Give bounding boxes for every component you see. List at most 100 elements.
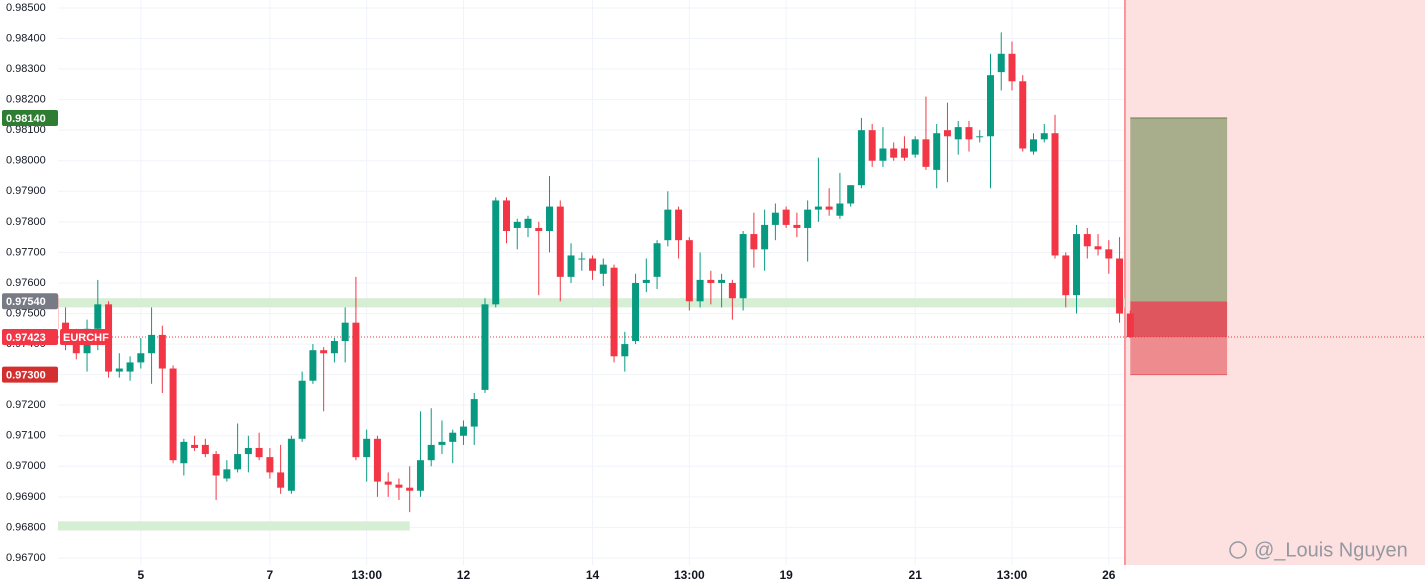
price-badge-label: 0.97423 xyxy=(6,332,46,344)
candle-body xyxy=(1083,234,1091,247)
candle-body xyxy=(58,295,59,329)
candle-body xyxy=(621,344,629,357)
candle-body xyxy=(642,279,650,283)
candle-body xyxy=(384,481,392,485)
zone xyxy=(58,298,1125,308)
candle-body xyxy=(728,282,736,299)
candle-body xyxy=(610,267,618,357)
candle-body xyxy=(470,399,478,427)
candle-body xyxy=(943,130,951,137)
y-tick-label: 0.96800 xyxy=(6,521,46,533)
price-badge xyxy=(2,329,58,346)
price-badge-label: 0.98140 xyxy=(6,113,46,125)
candle-body xyxy=(696,279,704,302)
candle-body xyxy=(298,380,306,439)
price-badge xyxy=(2,109,58,126)
candle-body xyxy=(567,255,575,277)
candle-body xyxy=(330,341,338,354)
candle-body xyxy=(1008,53,1016,82)
candle-body xyxy=(1019,81,1027,149)
candle-body xyxy=(836,203,844,216)
candle-body xyxy=(255,447,263,458)
y-tick-label: 0.97000 xyxy=(6,460,46,472)
candle-body xyxy=(782,209,790,225)
symbol-label: EURCHF xyxy=(63,332,109,344)
candle-body xyxy=(879,148,887,161)
candle-body xyxy=(578,258,586,260)
candle-body xyxy=(524,218,532,228)
x-tick-label: 14 xyxy=(586,568,600,582)
symbol-badge xyxy=(60,329,106,346)
candle-body xyxy=(1126,313,1134,338)
candle-body xyxy=(535,227,543,232)
candle-body xyxy=(449,432,457,442)
candle-body xyxy=(546,206,554,232)
candle-body xyxy=(513,221,521,228)
candle-body xyxy=(750,234,758,250)
y-tick-label: 0.98300 xyxy=(6,63,46,75)
candle-body xyxy=(481,304,489,390)
candle-body xyxy=(244,447,252,455)
candle-body xyxy=(911,139,919,155)
candle-body xyxy=(868,130,876,161)
candle-body xyxy=(922,139,930,167)
y-tick-label: 0.98000 xyxy=(6,155,46,167)
candle-body xyxy=(1094,246,1102,250)
candle-body xyxy=(761,224,769,250)
candle-body xyxy=(126,362,134,372)
candle-body xyxy=(1062,255,1070,296)
candle-body xyxy=(309,350,317,381)
candle-body xyxy=(793,224,801,228)
candle-body xyxy=(847,185,855,204)
candle-body xyxy=(825,206,833,210)
x-tick-label: 13:00 xyxy=(997,568,1028,582)
candle-body xyxy=(191,444,199,448)
candle-body xyxy=(804,209,812,228)
price-badge xyxy=(2,366,58,383)
candle-body xyxy=(416,460,424,491)
y-tick-label: 0.98500 xyxy=(6,2,46,14)
candle-body xyxy=(492,200,500,305)
x-tick-label: 7 xyxy=(267,568,274,582)
candle-body xyxy=(395,484,403,488)
candle-body xyxy=(976,136,984,138)
y-tick-label: 0.98400 xyxy=(6,32,46,44)
price-badge-label: 0.97540 xyxy=(6,296,46,308)
candle-body xyxy=(406,487,414,491)
candle-body xyxy=(277,472,285,488)
candle-body xyxy=(632,282,640,342)
candle-body xyxy=(1073,234,1081,296)
candle-body xyxy=(503,200,510,232)
candle-body xyxy=(965,127,973,140)
candle-body xyxy=(352,322,360,458)
candle-body xyxy=(664,209,672,241)
candle-body xyxy=(105,304,113,372)
candle-body xyxy=(212,454,220,476)
candle-body xyxy=(363,438,371,458)
y-tick-label: 0.97800 xyxy=(6,216,46,228)
candle-body xyxy=(1105,249,1113,259)
candle-body xyxy=(94,304,102,329)
y-tick-label: 0.97500 xyxy=(6,307,46,319)
y-tick-label: 0.97700 xyxy=(6,246,46,258)
candle-body xyxy=(739,234,747,299)
candle-body xyxy=(857,130,865,186)
plot-area xyxy=(58,0,1425,565)
candle-body xyxy=(158,334,166,369)
candle-body xyxy=(169,368,177,461)
y-tick-label: 0.96700 xyxy=(6,552,46,564)
y-tick-label: 0.96900 xyxy=(6,491,46,503)
candle-body xyxy=(890,148,898,158)
profit-zone xyxy=(1130,117,1228,302)
candle-body xyxy=(320,350,328,354)
candle-body xyxy=(148,334,156,354)
candle-body xyxy=(900,148,908,158)
x-tick-label: 13:00 xyxy=(351,568,382,582)
candle-body xyxy=(72,337,80,354)
candle-body xyxy=(438,441,446,445)
candle-body xyxy=(201,444,209,455)
y-tick-label: 0.97600 xyxy=(6,277,46,289)
x-tick-label: 21 xyxy=(909,568,923,582)
y-tick-label: 0.97900 xyxy=(6,185,46,197)
